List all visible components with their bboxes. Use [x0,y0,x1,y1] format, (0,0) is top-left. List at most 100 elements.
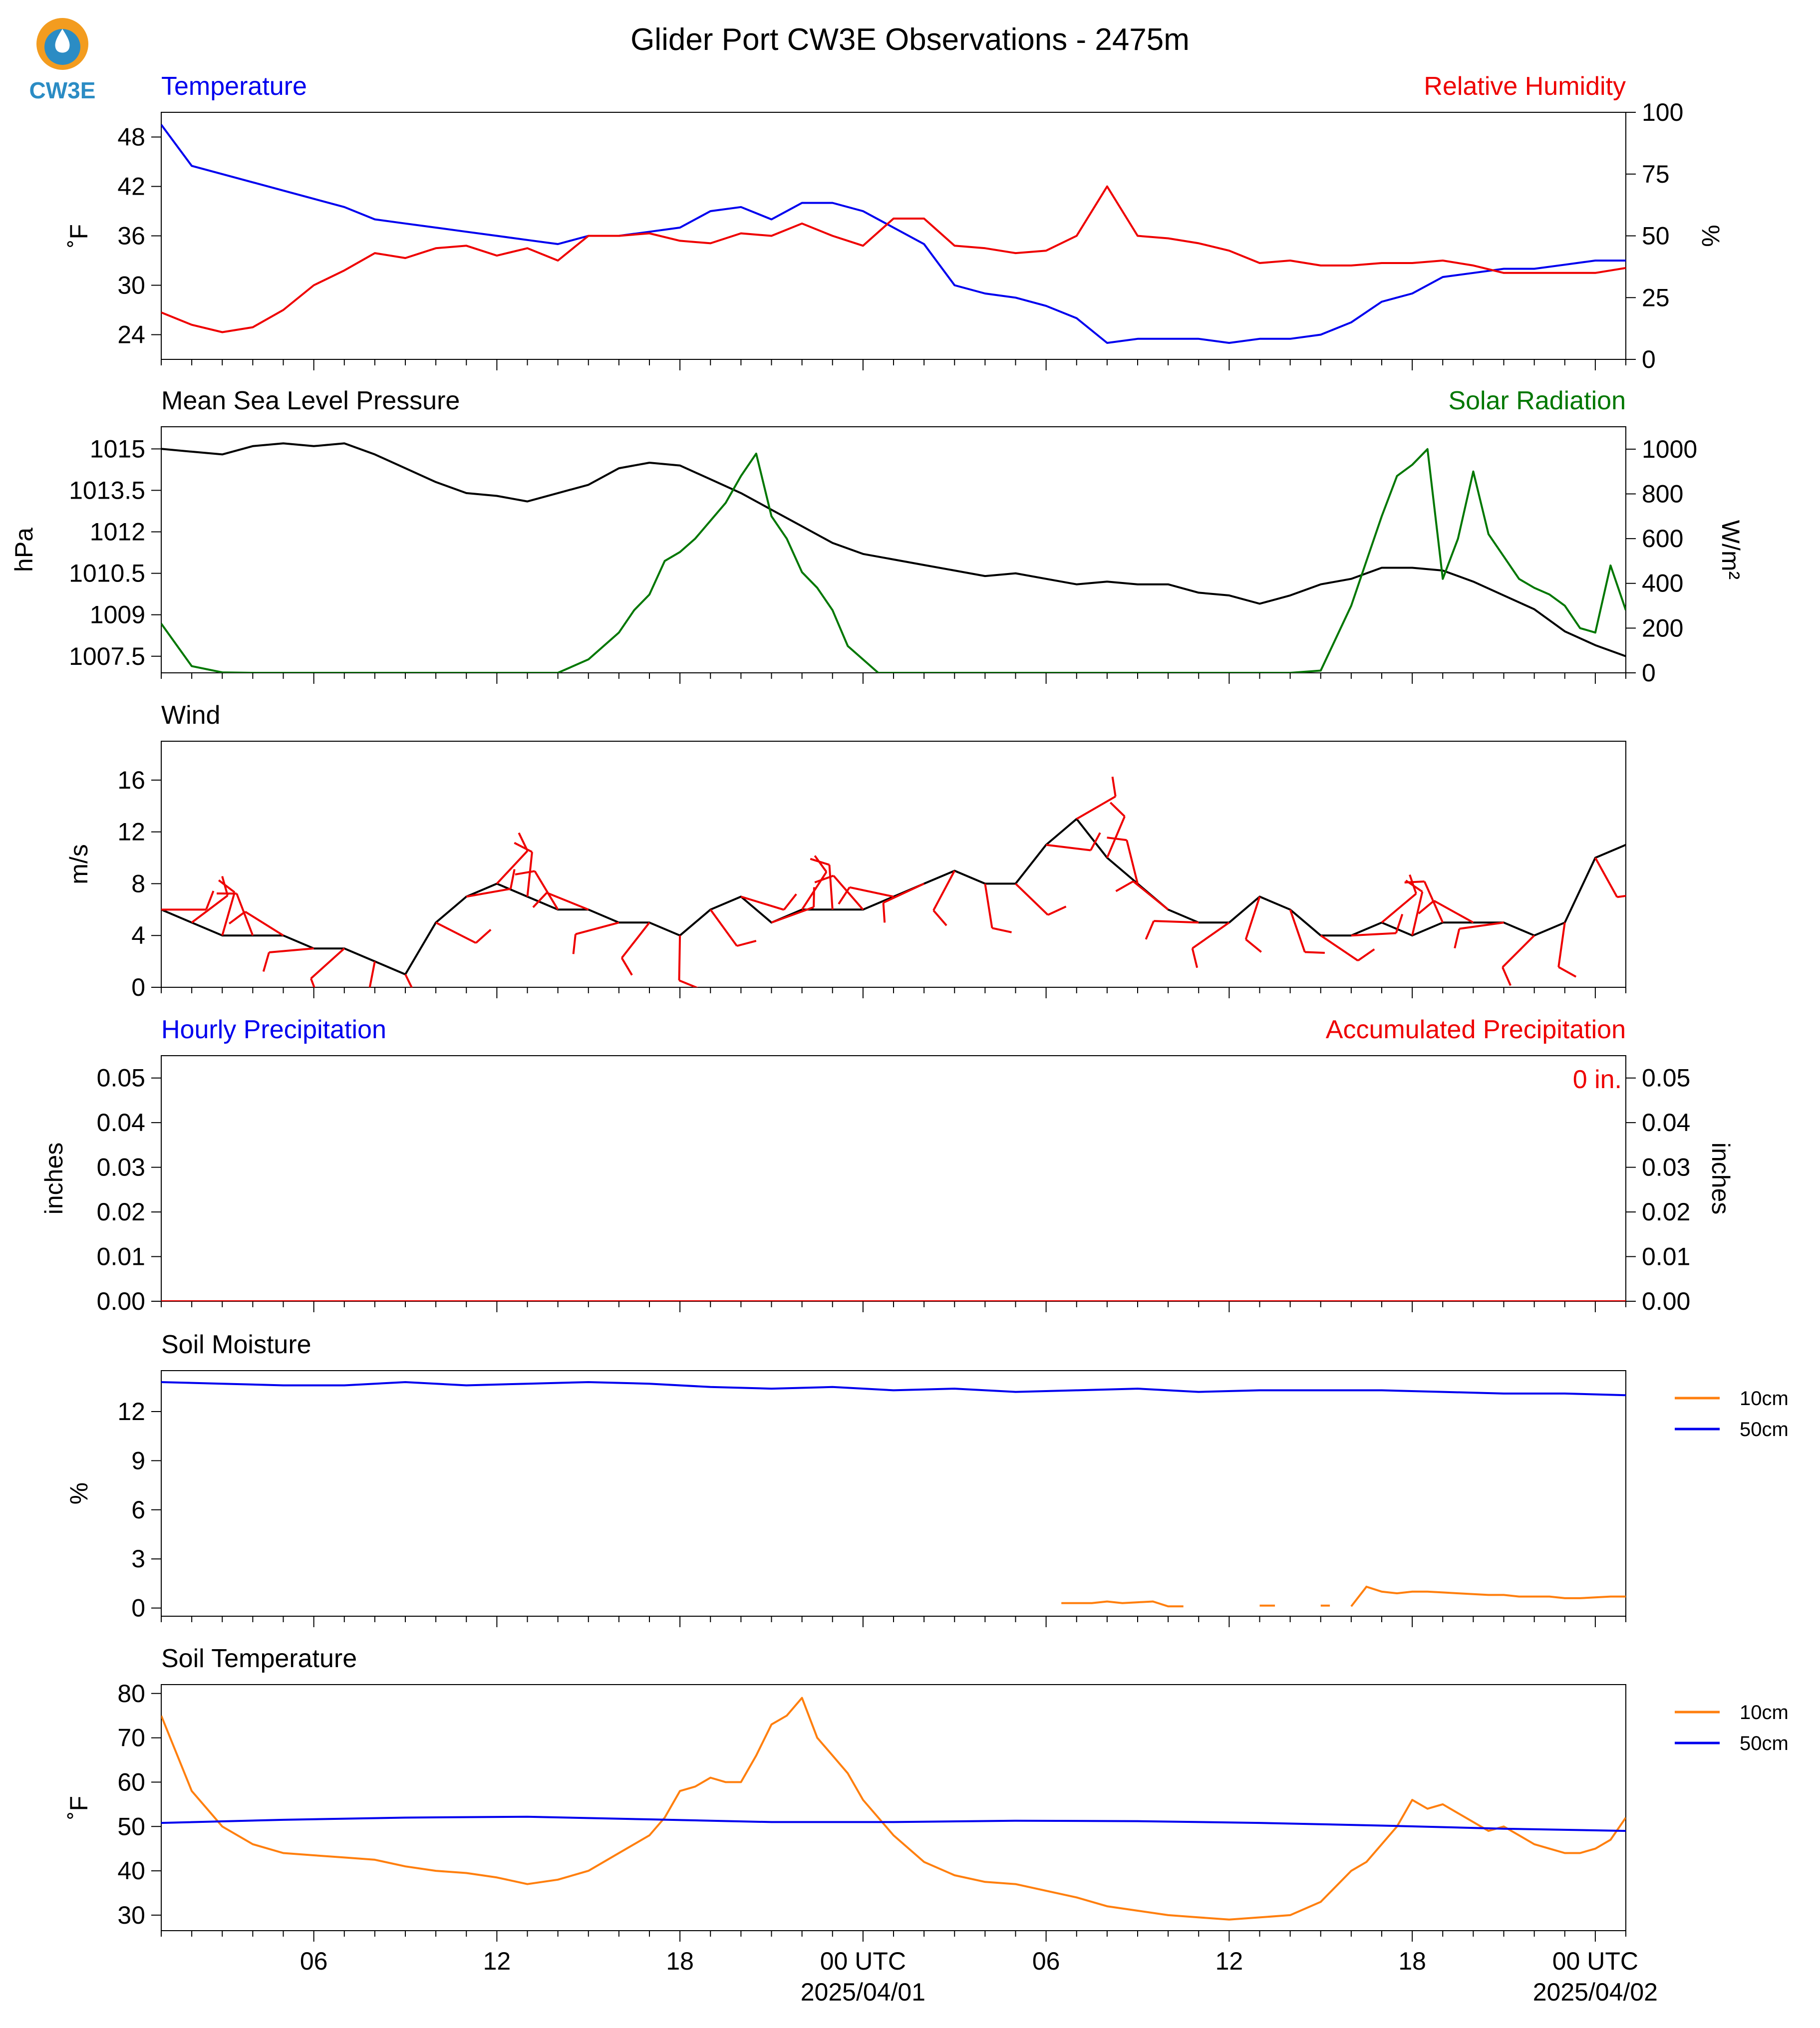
wind-barb [678,935,681,981]
y-right-tick-label: 0.04 [1642,1109,1690,1137]
wind-barb [496,850,529,884]
y-tick-label: 0 [131,1594,145,1622]
legend-label: 50cm [1740,1419,1789,1441]
panel-title-left: Wind [161,701,220,730]
y-axis-label: ˚F [65,1796,93,1819]
logo-text: CW3E [29,77,96,103]
wind-barb [404,974,413,987]
accumulated-annotation: 0 in. [1573,1065,1622,1094]
wind-barb [1015,882,1049,916]
wind-barb-flag [1245,938,1262,953]
wind-barb [1192,921,1230,949]
wind-barb [526,852,533,897]
wind-barb [1132,880,1169,910]
series-group [161,124,1626,344]
wind-barb [771,906,814,924]
wind-barb-flag [515,870,535,875]
y-right-tick-label: 0.00 [1642,1287,1690,1315]
wind-barb-flag [1357,948,1375,962]
wind-barb [932,870,956,911]
wind-barb-flag [1191,948,1199,968]
wind-barb [709,909,738,947]
series-line-wind [161,818,1626,976]
y-tick-label: 30 [117,1901,145,1929]
y-right-tick-label: 0 [1642,659,1656,687]
wind-barb-flag [366,1005,383,1016]
wind-barb-flag [1109,802,1126,818]
wind-barb-flag [810,858,830,866]
wind-barb [236,893,254,936]
wind-barb [1557,922,1566,967]
wind-barb-flag [1418,900,1435,914]
y-right-tick-label: 100 [1642,98,1683,126]
panel-title-left: Temperature [161,72,307,101]
series-group [161,442,1626,673]
wind-barb [849,886,894,898]
wind-barb [1411,891,1424,936]
wind-barb [1106,816,1126,859]
wind-barb [269,947,314,953]
wind-barb [466,887,511,898]
x-tick-label: 00 UTC [820,1947,906,1975]
legend-label: 50cm [1740,1733,1789,1754]
wind-barb-flag [1107,837,1127,842]
y-tick-label: 30 [117,272,145,299]
y-tick-label: 40 [117,1857,145,1885]
plot-frame [161,741,1626,988]
wind-barb [740,895,785,911]
wind-barb-flag [838,886,851,905]
panel-5: 0 3 6 9 12% Soil Moisture 10cm 50cm [65,1330,1789,1627]
wind-barb-flag [205,890,215,910]
y-tick-label: 12 [117,818,145,846]
y-axis-label: m/s [65,844,93,884]
wind-barb [368,961,376,987]
wind-barb [801,871,828,910]
wind-barb-flag [736,940,757,947]
y-right-axis-label: W/m² [1717,520,1745,579]
wind-barb-flag [814,874,834,883]
wind-barb-flag [509,869,516,889]
series-line-relative-humidity [161,185,1626,333]
wind-barb-flag [262,952,270,972]
y-tick-label: 48 [117,123,145,151]
y-tick-label: 42 [117,173,145,201]
wind-barb-flag [475,928,492,944]
panel-1: 24 30 36 42 48 0 25 50 75 100 ˚F % Temperature Relati… [65,72,1725,373]
y-right-tick-label: 75 [1642,160,1670,188]
x-date-label: 2025/04/02 [1533,1978,1658,2006]
wind-barb-flag [1558,966,1577,978]
y-right-tick-label: 0.01 [1642,1243,1690,1271]
wind-barb-flag [1111,776,1117,797]
wind-barb [984,883,993,928]
panel-title-left: Mean Sea Level Pressure [161,386,460,415]
y-right-tick-label: 800 [1642,480,1683,508]
wind-barb [221,892,236,936]
y-right-tick-label: 0.05 [1642,1064,1690,1092]
y-tick-label: 4 [131,921,145,949]
wind-barb-flag [814,855,828,873]
series-line-10cm [1350,1585,1626,1607]
wind-barb-flag [218,879,236,893]
wind-barb-flag [932,909,947,926]
panel-4: 0.00 0.01 0.02 0.03 0.04 0.05 0.00 0.01 0.02 0.03… [40,1015,1735,1315]
y-tick-label: 0.02 [97,1198,145,1226]
wind-barb-flag [572,934,577,954]
wind-barb [1459,921,1504,930]
y-axis-label: % [65,1482,93,1504]
y-right-tick-label: 0.02 [1642,1198,1690,1226]
y-right-axis-label: % [1697,225,1725,247]
y-tick-label: 80 [117,1680,145,1708]
series-group [161,776,1626,1016]
y-tick-label: 0.04 [97,1109,145,1137]
panel-title-left: Hourly Precipitation [161,1015,386,1044]
y-tick-label: 0.00 [97,1287,145,1315]
wind-barb [1381,892,1417,923]
plot-frame [161,1055,1626,1302]
series-line-50cm [161,1815,1626,1832]
wind-barb [1502,934,1535,968]
wind-barb [1351,932,1396,937]
y-tick-label: 1015 [90,435,145,463]
y-tick-label: 1007.5 [69,642,145,670]
